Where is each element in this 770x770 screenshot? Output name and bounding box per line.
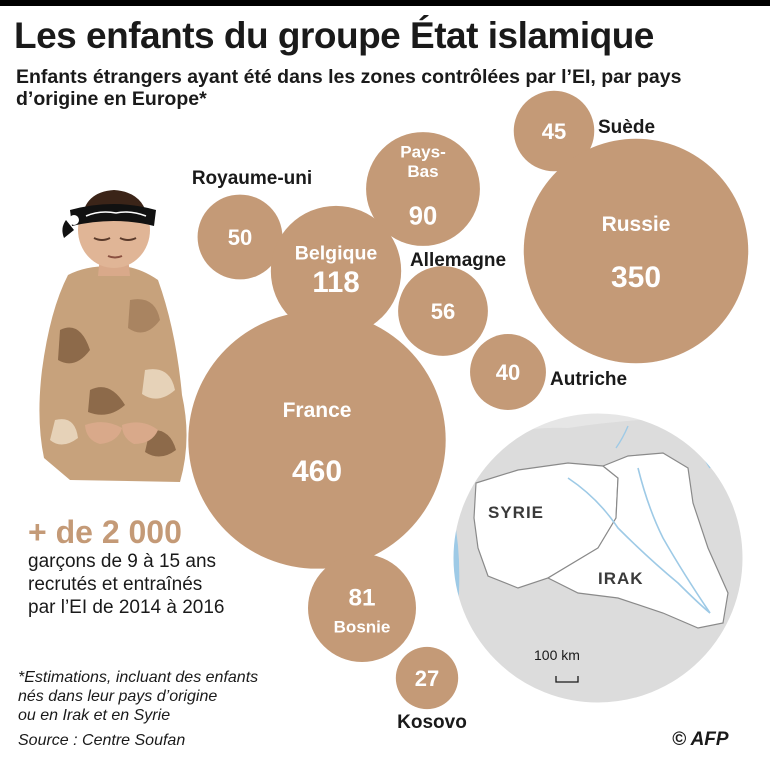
river-euphrates [567,477,711,614]
bubble-label-allemagne: Allemagne [410,250,506,271]
bubble-label-france: France [283,399,352,422]
bubble-label-royaume-uni: Royaume-uni [192,168,312,189]
bubble-royaume-uni [197,194,283,280]
map-scale-label: 100 km [534,647,580,663]
footnote-line: *Estimations, incluant des enfants [18,669,259,686]
bubble-russie [523,138,749,364]
iraq-shape [546,452,729,629]
stat-description: garçons de 9 à 15 ans recrutés et entraî… [28,550,278,619]
bubble-pays-bas [366,132,480,246]
bubble-value-autriche: 40 [496,360,520,385]
bubble-value-france: 460 [292,455,342,488]
child-illustration [39,190,187,482]
bubble-allemagne [398,266,488,356]
top-rule [0,0,770,6]
footnote: *Estimations, incluant des enfants nés d… [18,668,338,725]
map-label-syria: SYRIE [488,503,544,522]
bubble-label-pays-bas: Bas [407,162,438,181]
map-label-iraq: IRAK [598,569,644,588]
river-tigris [637,467,711,614]
stat-line: par l’EI de 2014 à 2016 [28,597,225,618]
bubble-label-pays-bas: Pays- [400,143,446,162]
bubble-label-russie: Russie [602,213,671,236]
bubble-france [188,311,446,569]
bubble-autriche [470,334,546,410]
bubble-label-bosnie: Bosnie [334,617,391,636]
bubble-bosnie [308,554,416,662]
footnote-line: nés dans leur pays d’origine [18,688,218,705]
bubble-value-kosovo: 27 [415,666,439,691]
bubble-value-royaume-uni: 50 [228,225,252,250]
bubble-kosovo [395,646,459,710]
stat-line: garçons de 9 à 15 ans [28,551,217,572]
bubble-label-kosovo: Kosovo [397,712,467,733]
chart-subtitle: Enfants étrangers ayant été dans les zon… [16,66,682,110]
bubble-value-pays-bas: 90 [409,202,438,230]
bubble-value-belgique: 118 [312,266,359,299]
bubble-value-allemagne: 56 [431,299,455,324]
map-scale-bar [555,676,579,683]
bubble-suede [513,90,595,172]
map-inset: SYRIE IRAK 100 km [450,410,746,706]
chart-title: Les enfants du groupe État islamique [14,15,654,56]
bubble-value-bosnie: 81 [348,584,375,611]
bubble-label-suede: Suède [598,117,655,138]
bubble-label-belgique: Belgique [295,242,378,264]
bubble-belgique [270,205,402,337]
stat-line: recrutés et entraînés [28,574,203,595]
bubble-value-suede: 45 [542,119,566,144]
bubble-label-autriche: Autriche [550,369,627,390]
footnote-line: ou en Irak et en Syrie [18,707,171,724]
bubble-value-russie: 350 [611,261,661,294]
credit-afp: © AFP [672,729,729,750]
stat-headline: + de 2 000 [28,514,182,550]
source-note: Source : Centre Soufan [18,732,186,749]
